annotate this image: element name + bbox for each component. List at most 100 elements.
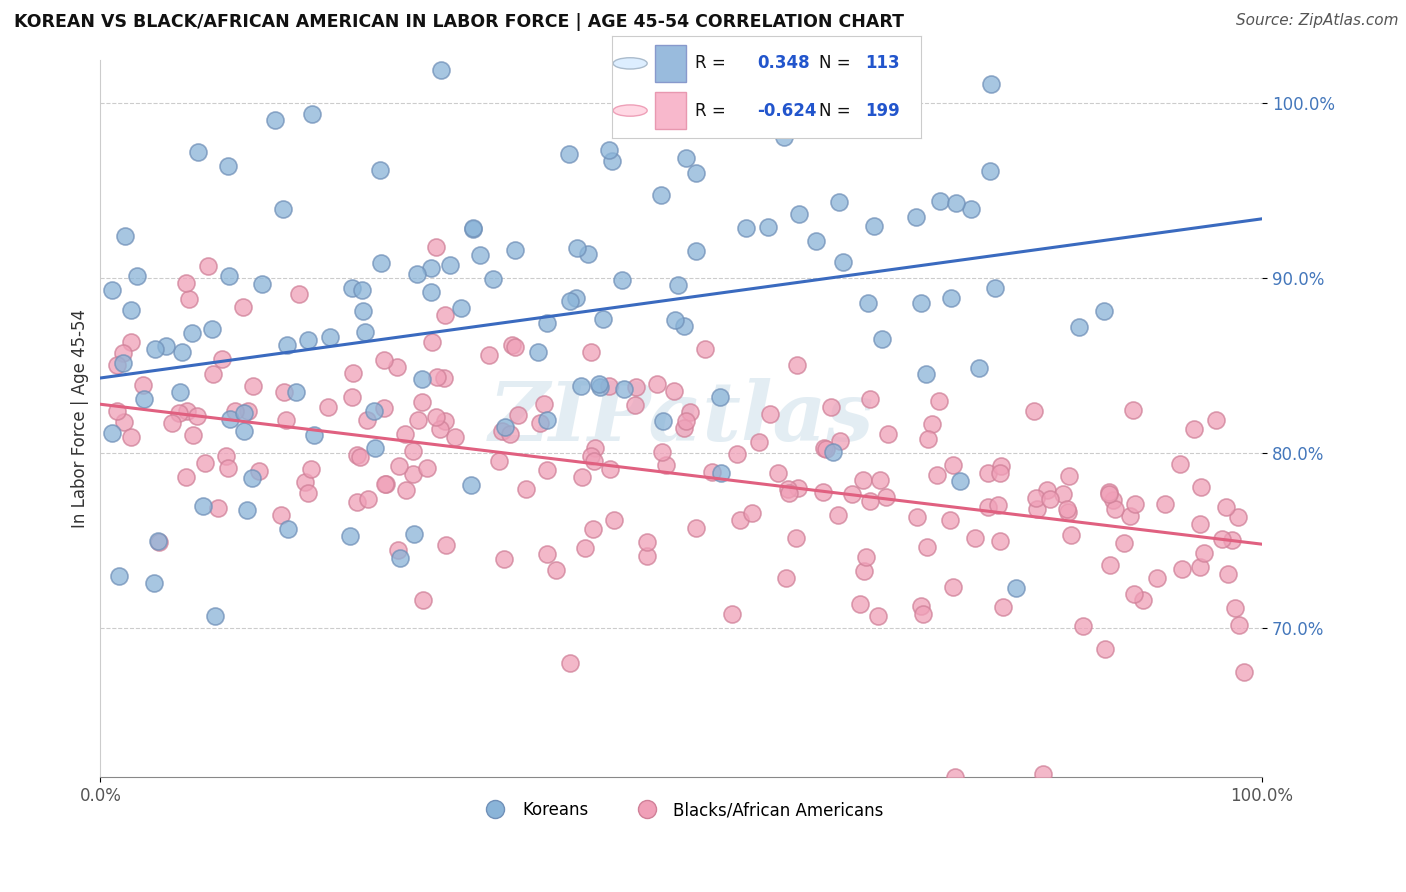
Point [419,285,441,299]
Point [942,458,965,472]
Point [929,194,952,208]
Point [655,458,678,472]
Point [558,146,581,161]
Point [388,458,411,473]
Point [721,607,744,622]
Point [301,106,323,120]
Point [949,475,972,489]
Point [910,296,932,310]
Point [155,339,177,353]
Point [105,404,128,418]
Point [1227,509,1250,524]
Point [943,770,966,784]
Point [1188,560,1211,574]
Point [787,206,810,220]
Point [1102,493,1125,508]
Point [463,221,485,235]
Point [277,522,299,536]
Point [101,426,124,441]
Point [988,534,1011,549]
Point [1227,618,1250,632]
Point [1036,483,1059,497]
Point [1211,532,1233,546]
Point [217,159,239,173]
Point [169,385,191,400]
Point [852,473,875,487]
Point [592,311,614,326]
Point [412,593,434,607]
Point [346,448,368,462]
Point [960,202,983,217]
Point [499,427,522,442]
Point [1205,413,1227,427]
Point [859,392,882,407]
Point [1192,546,1215,560]
Point [856,296,879,310]
Point [416,461,439,475]
Point [131,378,153,392]
Point [1215,500,1237,514]
Point [820,400,842,414]
Point [105,358,128,372]
Point [114,228,136,243]
Point [236,404,259,418]
Point [876,426,898,441]
Text: 199: 199 [865,102,900,120]
Point [342,281,364,295]
Point [370,163,392,178]
Point [356,412,378,426]
Point [460,478,482,492]
Point [468,248,491,262]
Point [273,385,295,400]
Point [219,412,242,426]
Point [921,417,943,432]
Point [624,398,647,412]
Point [187,145,209,160]
Point [181,326,204,341]
Point [636,535,658,549]
Point [1005,581,1028,595]
Point [1188,517,1211,532]
Point [1189,480,1212,494]
Point [645,377,668,392]
Point [240,471,263,485]
Point [1057,505,1080,519]
Point [702,465,724,479]
Point [404,527,426,541]
Point [186,409,208,424]
Point [967,361,990,376]
Point [905,510,928,524]
Point [583,441,606,455]
Point [270,508,292,522]
Point [357,492,380,507]
Point [725,447,748,461]
Point [863,219,886,233]
Point [217,461,239,475]
Point [1233,665,1256,679]
Point [536,413,558,427]
Point [316,400,339,414]
Point [461,222,484,236]
Point [814,442,837,457]
Point [276,413,298,427]
Point [662,384,685,399]
Point [120,430,142,444]
Point [207,501,229,516]
Point [202,367,225,381]
Point [911,607,934,621]
Point [374,477,396,491]
FancyBboxPatch shape [655,92,686,129]
Point [583,454,606,468]
Point [990,459,1012,474]
Point [811,485,834,500]
Text: N =: N = [818,54,851,72]
Point [651,414,673,428]
Point [536,547,558,561]
Point [709,390,731,404]
Point [247,464,270,478]
Point [394,427,416,442]
Point [675,151,697,165]
Point [1022,403,1045,417]
Point [979,163,1001,178]
Point [991,600,1014,615]
